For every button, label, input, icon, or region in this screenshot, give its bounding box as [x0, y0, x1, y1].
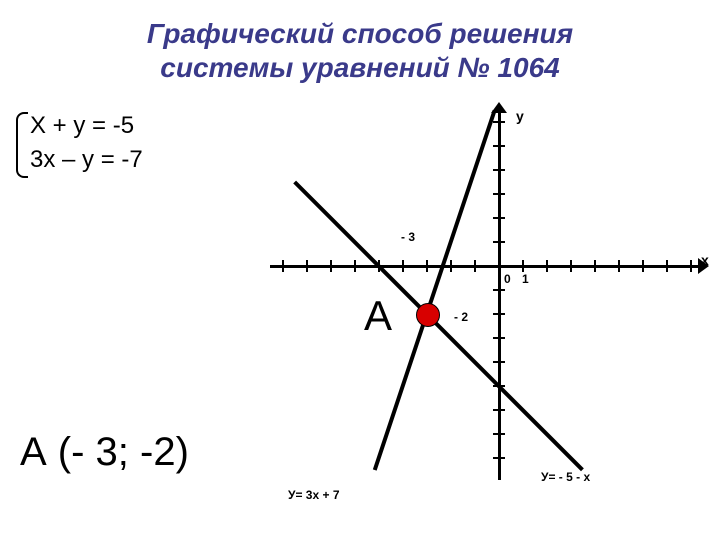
y-tick	[493, 121, 505, 123]
y-tick	[493, 217, 505, 219]
x-tick	[642, 260, 644, 272]
tick-label-neg3: - 3	[401, 230, 415, 244]
y-tick	[493, 289, 505, 291]
y-tick	[493, 337, 505, 339]
slide-title-line1: Графический способ решения	[0, 18, 720, 50]
point-label-a: А	[364, 292, 392, 340]
equation-1: Х + у = -5	[30, 112, 134, 140]
x-tick	[282, 260, 284, 272]
y-tick	[493, 361, 505, 363]
x-tick	[570, 260, 572, 272]
line-y-neg5-minus-x	[294, 181, 585, 472]
x-tick	[426, 260, 428, 272]
origin-label: 0	[504, 272, 511, 286]
line1-equation-label: У= 3х + 7	[288, 488, 340, 502]
slide-title-line2: системы уравнений № 1064	[0, 52, 720, 84]
y-tick	[493, 313, 505, 315]
y-tick	[493, 457, 505, 459]
tick-label-1: 1	[522, 272, 529, 286]
x-tick	[546, 260, 548, 272]
x-tick	[522, 260, 524, 272]
x-tick	[402, 260, 404, 272]
y-tick	[493, 433, 505, 435]
x-tick	[354, 260, 356, 272]
line-y-3x-plus-7	[373, 109, 497, 470]
y-tick	[493, 145, 505, 147]
y-tick	[493, 241, 505, 243]
tick-label-neg2: - 2	[454, 310, 468, 324]
x-tick	[306, 260, 308, 272]
x-tick	[666, 260, 668, 272]
y-tick	[493, 385, 505, 387]
y-tick	[493, 409, 505, 411]
x-axis	[270, 265, 700, 268]
equation-2: 3х – у = -7	[30, 146, 143, 174]
solution-point-text: А (- 3; -2)	[20, 430, 189, 475]
y-tick	[493, 193, 505, 195]
x-tick	[330, 260, 332, 272]
x-tick	[618, 260, 620, 272]
x-tick	[450, 260, 452, 272]
x-tick	[594, 260, 596, 272]
y-tick	[493, 169, 505, 171]
line2-equation-label: У= - 5 - х	[541, 470, 590, 484]
axis-label-y: у	[516, 108, 524, 124]
axis-label-x: х	[701, 252, 709, 268]
system-bracket	[16, 112, 28, 178]
x-tick	[378, 260, 380, 272]
x-tick	[474, 260, 476, 272]
intersection-point	[416, 303, 440, 327]
x-tick	[690, 260, 692, 272]
y-axis	[498, 110, 501, 480]
